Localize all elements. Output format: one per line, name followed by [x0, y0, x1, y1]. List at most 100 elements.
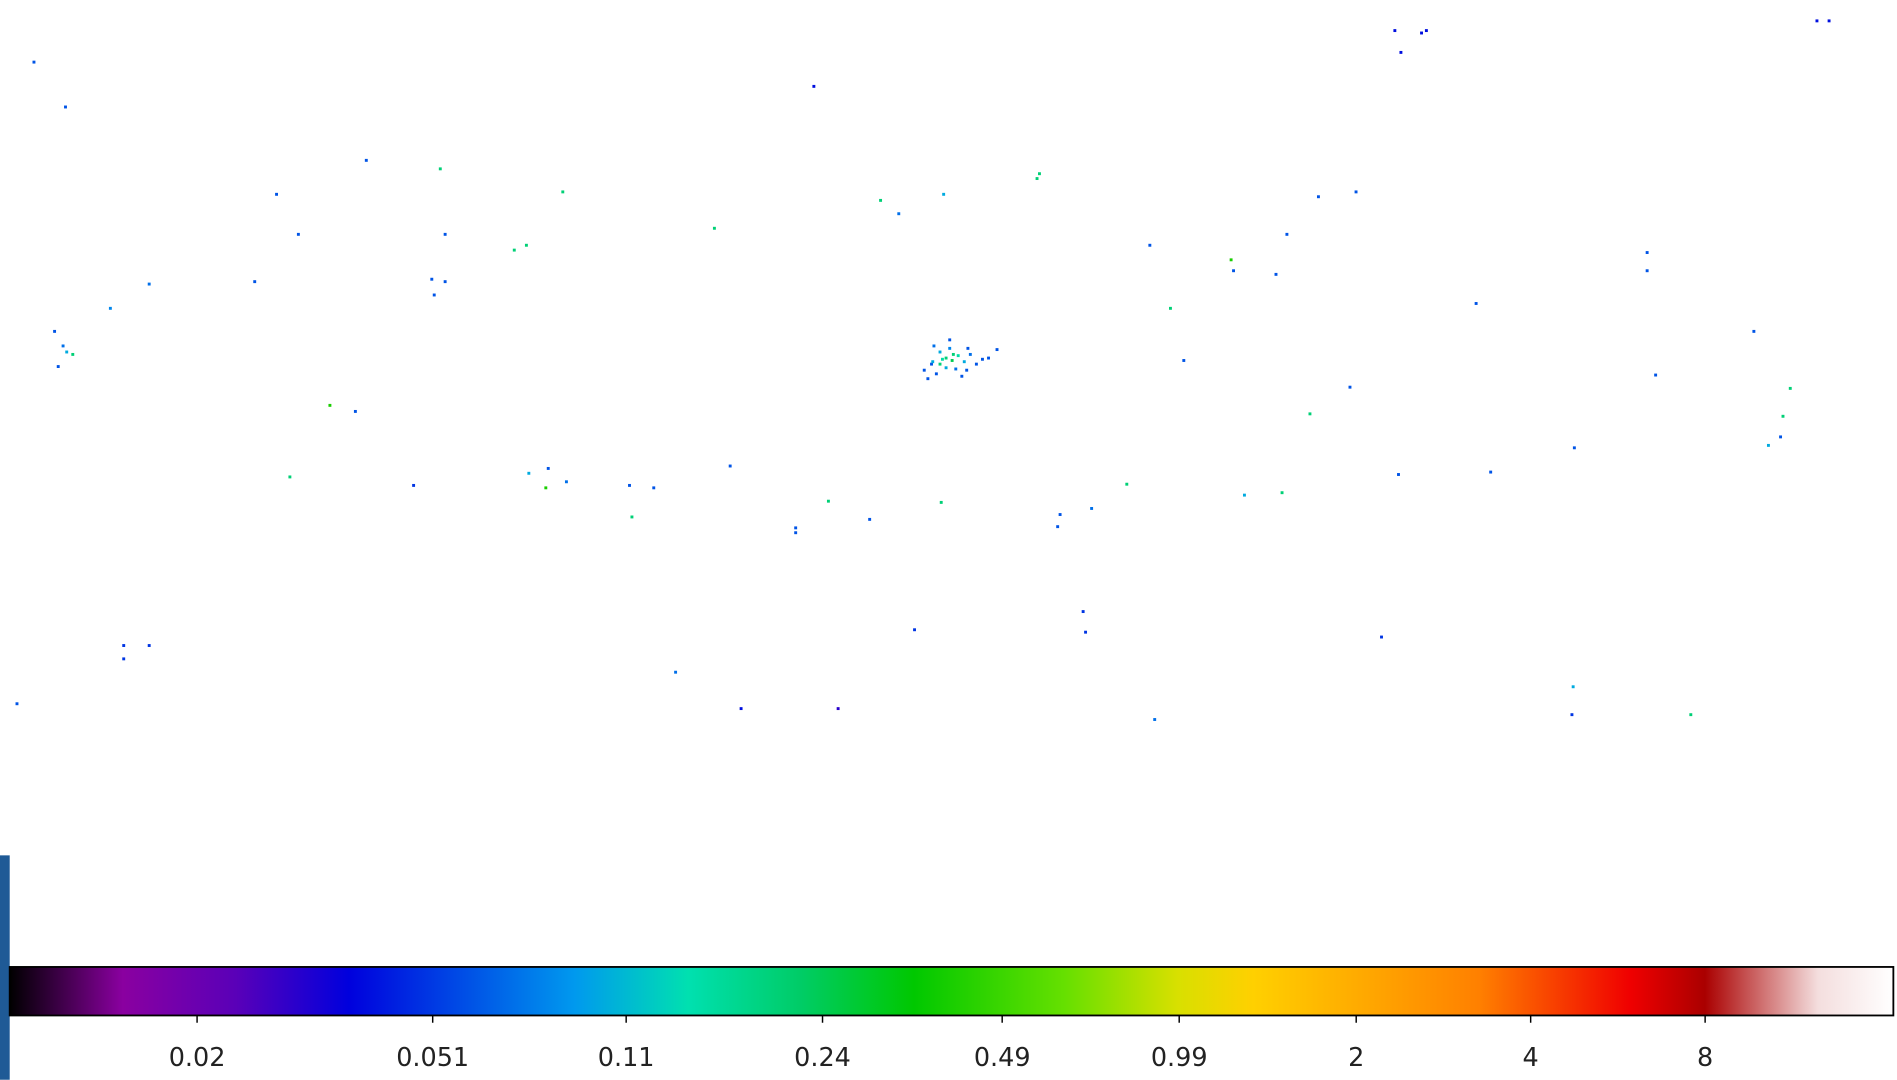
point — [913, 628, 916, 631]
point — [547, 467, 550, 470]
point — [1275, 273, 1278, 276]
colorbar-tick-label: 0.02 — [169, 1043, 226, 1073]
point — [1828, 19, 1831, 22]
point — [53, 330, 56, 333]
point — [948, 338, 951, 341]
point — [1425, 29, 1428, 32]
point — [1782, 415, 1785, 418]
page: {"chart_data": {"type": "scatter", "xlim… — [0, 0, 1897, 1080]
point — [923, 369, 926, 372]
chart: 0.020.0510.110.240.490.99248 — [0, 0, 1897, 1080]
point — [1285, 233, 1288, 236]
point — [1815, 19, 1818, 22]
point — [122, 657, 125, 660]
point — [1169, 307, 1172, 310]
colorbar-tick-label: 0.11 — [598, 1043, 655, 1073]
point — [926, 377, 929, 380]
point — [1153, 718, 1156, 721]
plot-area — [16, 19, 1831, 721]
point — [1779, 435, 1782, 438]
point — [57, 365, 60, 368]
point — [1308, 412, 1311, 415]
point — [433, 294, 436, 297]
point — [1689, 713, 1692, 716]
point — [33, 61, 36, 64]
point — [966, 347, 969, 350]
point — [794, 526, 797, 529]
window-edge — [0, 855, 10, 1079]
colorbar-tick-label: 0.051 — [396, 1043, 469, 1073]
point — [1232, 269, 1235, 272]
point — [630, 515, 633, 518]
point — [954, 368, 957, 371]
point — [365, 159, 368, 162]
point — [960, 375, 963, 378]
point — [1420, 32, 1423, 35]
point — [64, 106, 67, 109]
colorbar-fill — [10, 967, 1894, 1016]
point — [561, 190, 564, 193]
point — [439, 167, 442, 170]
point — [122, 644, 125, 647]
point — [945, 366, 948, 369]
point — [1084, 631, 1087, 634]
point — [275, 193, 278, 196]
point — [444, 233, 447, 236]
point — [812, 85, 815, 88]
point — [1646, 251, 1649, 254]
colorbar-tick-label: 4 — [1523, 1043, 1539, 1073]
point — [430, 278, 433, 281]
point — [729, 465, 732, 468]
point — [963, 360, 966, 363]
point — [1573, 446, 1576, 449]
point — [1789, 387, 1792, 390]
point — [941, 358, 944, 361]
point — [1355, 190, 1358, 193]
point — [513, 249, 516, 252]
point — [951, 359, 954, 362]
point — [794, 531, 797, 534]
point — [981, 358, 984, 361]
point — [354, 410, 357, 413]
point — [62, 344, 65, 347]
point — [109, 307, 112, 310]
point — [1082, 610, 1085, 613]
point — [931, 360, 934, 363]
point — [1380, 636, 1383, 639]
point — [969, 353, 972, 356]
point — [935, 372, 938, 375]
point — [148, 283, 151, 286]
point — [525, 244, 528, 247]
point — [1654, 374, 1657, 377]
point — [957, 354, 960, 357]
point — [1570, 713, 1573, 716]
point — [674, 671, 677, 674]
point — [939, 351, 942, 354]
point — [328, 404, 331, 407]
point — [544, 486, 547, 489]
point — [945, 357, 948, 360]
point — [939, 363, 942, 366]
point — [297, 233, 300, 236]
point — [1393, 29, 1396, 32]
point — [1090, 507, 1093, 510]
point — [975, 363, 978, 366]
colorbar-tick-label: 8 — [1697, 1043, 1713, 1073]
point — [1399, 51, 1402, 54]
point — [1056, 525, 1059, 528]
point — [253, 280, 256, 283]
point — [948, 347, 951, 350]
point — [565, 480, 568, 483]
point — [1572, 685, 1575, 688]
point — [1475, 302, 1478, 305]
point — [1317, 195, 1320, 198]
point — [444, 280, 447, 283]
point — [527, 472, 530, 475]
point — [952, 353, 955, 356]
point — [65, 351, 68, 354]
point — [288, 475, 291, 478]
point — [1646, 269, 1649, 272]
point — [932, 344, 935, 347]
point — [1752, 330, 1755, 333]
